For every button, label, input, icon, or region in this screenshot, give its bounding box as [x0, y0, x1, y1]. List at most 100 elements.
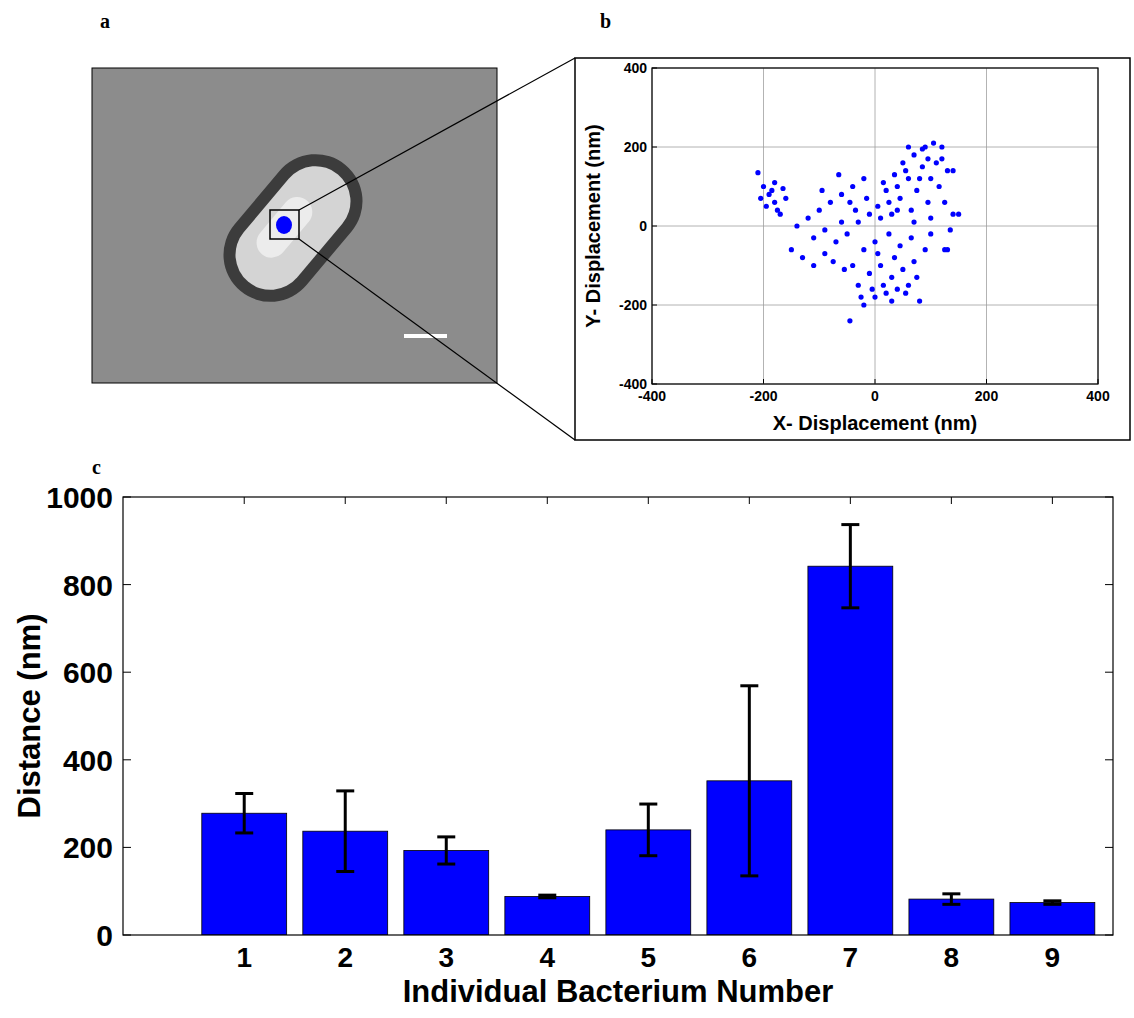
tick-mark	[123, 935, 131, 936]
scatter-point	[878, 263, 883, 268]
tick-label: 9	[1045, 942, 1061, 973]
tick-label: 400	[63, 744, 113, 777]
scatter-point	[917, 298, 922, 303]
tick-label: 6	[742, 942, 758, 973]
scatter-point	[800, 255, 805, 260]
scatter-point	[900, 267, 905, 272]
scatter-point	[881, 283, 886, 288]
error-cap	[336, 789, 354, 792]
tick-label: 1	[236, 942, 252, 973]
scatter-point	[847, 200, 852, 205]
scatter-point	[895, 208, 900, 213]
scatter-point	[928, 216, 933, 221]
bar	[404, 850, 489, 935]
scatter-point	[937, 184, 942, 189]
scatter-point	[920, 164, 925, 169]
tick-mark	[951, 497, 952, 504]
tick-mark	[123, 584, 131, 585]
scatter-point	[895, 184, 900, 189]
bars	[202, 525, 1095, 935]
scatter-point	[939, 156, 944, 161]
axis-title: Distance (nm)	[12, 614, 47, 819]
scatter-point	[889, 298, 894, 303]
error-cap	[841, 606, 859, 609]
scatter-point	[903, 168, 908, 173]
tick-label: 8	[944, 942, 960, 973]
bar	[505, 896, 590, 935]
scatter-point	[945, 168, 950, 173]
tick-mark	[648, 497, 649, 504]
inset-frame	[575, 58, 1130, 440]
scatter-point	[839, 192, 844, 197]
scatter-point	[836, 172, 841, 177]
tick-mark	[446, 497, 447, 504]
error-bar	[639, 804, 657, 856]
scatter-point	[886, 231, 891, 236]
tick-label: 200	[975, 388, 999, 404]
scatter-point	[906, 176, 911, 181]
bar	[1010, 903, 1095, 935]
scatter-point	[889, 275, 894, 280]
tick-mark	[1052, 497, 1053, 504]
tick-mark	[850, 497, 851, 504]
scatter-point	[847, 318, 852, 323]
axis-title: Y- Displacement (nm)	[582, 124, 604, 327]
grid-line	[652, 226, 1098, 227]
error-cap	[437, 863, 455, 866]
tick-label: -200	[749, 388, 777, 404]
error-bar	[336, 791, 354, 872]
tick-label: 0	[96, 919, 113, 952]
scatter-point	[861, 176, 866, 181]
error-cap	[639, 803, 657, 806]
error-cap	[538, 894, 556, 897]
scatter-point	[942, 247, 947, 252]
scatter-point	[911, 219, 916, 224]
error-cap	[942, 903, 960, 906]
scatter-point	[900, 160, 905, 165]
scatter-point	[842, 267, 847, 272]
tick-label: 0	[639, 218, 647, 234]
scatter-point	[778, 212, 783, 217]
scatter-point	[897, 196, 902, 201]
tick-label: 200	[624, 139, 648, 155]
scatter-point	[875, 251, 880, 256]
scatter-point	[917, 176, 922, 181]
tick-label: 1000	[46, 481, 113, 514]
scatter-point	[928, 231, 933, 236]
panel-letter: c	[92, 456, 101, 478]
scatter-point	[934, 160, 939, 165]
scatter-point	[755, 170, 760, 175]
tick-mark	[345, 497, 346, 504]
tick-label: 600	[63, 656, 113, 689]
tick-label: 0	[871, 388, 879, 404]
bacterium-highlight	[250, 191, 318, 264]
error-cap	[1043, 903, 1061, 906]
tick-label: 400	[624, 60, 648, 76]
error-cap	[740, 874, 758, 877]
scatter-point	[892, 255, 897, 260]
scatter-point	[828, 200, 833, 205]
scale-bar	[404, 334, 447, 338]
scatter-point	[939, 144, 944, 149]
scatter-point	[889, 212, 894, 217]
bacterium	[204, 135, 381, 321]
tick-mark	[244, 497, 245, 504]
scatter-point	[772, 180, 777, 185]
scatter-point	[806, 216, 811, 221]
error-bar	[538, 895, 556, 898]
scatter-point	[920, 146, 925, 151]
error-cap	[235, 792, 253, 795]
scatter-point	[875, 204, 880, 209]
error-cap	[841, 523, 859, 526]
tick-mark	[123, 759, 131, 760]
scatter-point	[950, 212, 955, 217]
scatter-point	[956, 212, 961, 217]
tick-label: -400	[619, 376, 647, 392]
scatter-point	[817, 208, 822, 213]
tick-label: 200	[63, 831, 113, 864]
plot-frame	[123, 497, 1113, 935]
error-cap	[538, 896, 556, 899]
zoom-box	[270, 210, 299, 239]
axis-title: Individual Bacterium Number	[403, 974, 834, 1009]
track-blob	[276, 216, 292, 234]
